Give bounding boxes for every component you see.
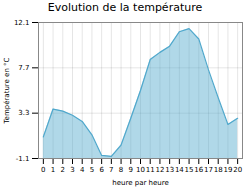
svg-text:0: 0	[41, 166, 45, 174]
svg-text:3.3: 3.3	[18, 109, 29, 117]
svg-text:10: 10	[136, 166, 145, 174]
svg-text:2: 2	[61, 166, 65, 174]
svg-text:16: 16	[194, 166, 203, 174]
svg-text:3: 3	[70, 166, 74, 174]
svg-text:12.1: 12.1	[14, 19, 30, 27]
svg-text:heure par heure: heure par heure	[112, 179, 168, 187]
svg-text:19: 19	[223, 166, 232, 174]
svg-text:15: 15	[185, 166, 194, 174]
html-text:Evolution de la température: Evolution de la température	[47, 1, 203, 14]
svg-text:18: 18	[214, 166, 223, 174]
svg-text:7.7: 7.7	[18, 64, 29, 72]
svg-text:Température en °C: Température en °C	[3, 57, 11, 124]
svg-text:14: 14	[175, 166, 184, 174]
svg-text:11: 11	[146, 166, 155, 174]
svg-text:8: 8	[119, 166, 123, 174]
svg-text:4: 4	[80, 166, 85, 174]
svg-text:7: 7	[109, 166, 113, 174]
svg-text:5: 5	[90, 166, 94, 174]
svg-text:13: 13	[165, 166, 174, 174]
svg-text:6: 6	[99, 166, 104, 174]
svg-text:9: 9	[129, 166, 133, 174]
svg-text:20: 20	[233, 166, 242, 174]
svg-text:-1.1: -1.1	[16, 155, 30, 163]
svg-text:1: 1	[51, 166, 55, 174]
svg-text:12: 12	[155, 166, 164, 174]
svg-text:17: 17	[204, 166, 213, 174]
